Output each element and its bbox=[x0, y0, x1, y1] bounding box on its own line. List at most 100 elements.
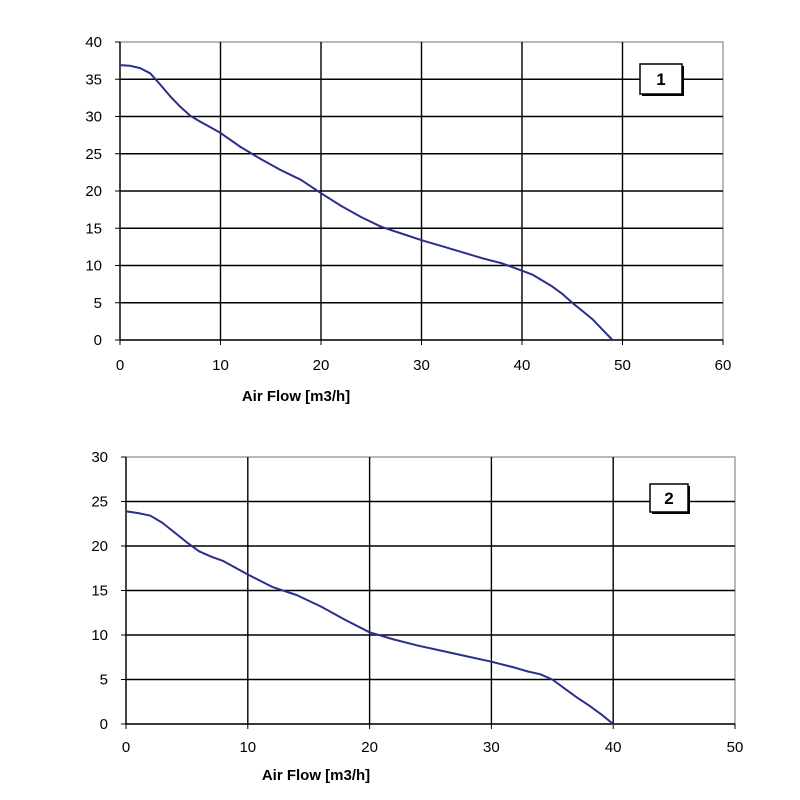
x-tick-label: 50 bbox=[614, 357, 631, 374]
y-tick-label: 20 bbox=[85, 183, 102, 200]
data-point bbox=[300, 178, 302, 181]
y-tick-label: 5 bbox=[94, 295, 102, 312]
y-tick-label: 15 bbox=[91, 583, 108, 600]
data-point bbox=[279, 169, 282, 172]
data-point bbox=[527, 670, 529, 673]
x-tick-label: 40 bbox=[514, 357, 531, 374]
data-point bbox=[239, 146, 242, 148]
y-tick-label: 35 bbox=[85, 71, 102, 88]
data-point bbox=[129, 64, 132, 67]
data-point bbox=[198, 550, 201, 553]
data-point bbox=[587, 704, 590, 707]
data-point bbox=[561, 292, 564, 295]
data-point bbox=[514, 667, 517, 669]
x-tick-label: 60 bbox=[715, 357, 732, 374]
data-point bbox=[600, 713, 602, 716]
data-point bbox=[119, 64, 121, 66]
data-point bbox=[551, 678, 554, 681]
y-tick-label: 25 bbox=[91, 494, 108, 511]
pressure-flow-chart-2: 0 5 10 15 20 25 30 0 10 20 30 40 50 Air Flow [m3/h] 2 bbox=[91, 449, 743, 784]
y-tick-label: 20 bbox=[91, 538, 108, 555]
data-point bbox=[360, 216, 363, 219]
data-point bbox=[139, 67, 142, 69]
data-point bbox=[460, 251, 463, 254]
pressure-flow-chart-1: 0 5 10 15 20 25 30 35 40 0 10 20 30 40 50 60 Air Flow [m… bbox=[85, 34, 731, 405]
data-point bbox=[149, 514, 152, 517]
data-point bbox=[501, 262, 503, 265]
data-point bbox=[320, 605, 322, 608]
data-point bbox=[480, 257, 483, 259]
data-point bbox=[563, 687, 566, 690]
annotation-box bbox=[639, 63, 683, 95]
data-point bbox=[149, 72, 152, 75]
x-tick-label: 0 bbox=[122, 739, 130, 756]
data-point bbox=[591, 318, 594, 320]
x-axis-label: Air Flow [m3/h] bbox=[242, 388, 350, 405]
data-point bbox=[368, 631, 371, 634]
data-point bbox=[137, 512, 140, 514]
data-point bbox=[320, 192, 322, 195]
data-point bbox=[417, 644, 420, 647]
x-axis-label: Air Flow [m3/h] bbox=[262, 767, 370, 784]
data-point bbox=[440, 245, 443, 248]
data-point bbox=[420, 239, 423, 242]
data-point bbox=[271, 586, 274, 588]
data-point bbox=[490, 660, 493, 663]
data-point bbox=[199, 120, 202, 123]
data-point bbox=[125, 510, 127, 513]
x-tick-label: 10 bbox=[212, 357, 229, 374]
annotation-label: 1 bbox=[656, 70, 665, 89]
data-point bbox=[210, 555, 213, 558]
data-point bbox=[601, 328, 604, 331]
data-point bbox=[571, 301, 574, 304]
data-point bbox=[344, 619, 347, 621]
data-point bbox=[400, 232, 403, 235]
y-tick-label: 15 bbox=[85, 220, 102, 237]
data-point bbox=[575, 696, 578, 699]
data-point bbox=[521, 269, 523, 272]
data-point bbox=[612, 723, 615, 725]
data-point bbox=[611, 339, 614, 341]
data-point bbox=[219, 132, 222, 134]
x-tick-label: 50 bbox=[727, 739, 744, 756]
data-point bbox=[531, 273, 533, 276]
data-point bbox=[380, 225, 383, 228]
data-point bbox=[551, 285, 553, 288]
data-point bbox=[159, 83, 162, 86]
x-tick-label: 30 bbox=[483, 739, 500, 756]
data-point bbox=[179, 105, 182, 108]
data-point bbox=[441, 650, 444, 652]
data-point bbox=[259, 158, 262, 160]
y-tick-label: 0 bbox=[94, 332, 102, 349]
x-tick-label: 30 bbox=[413, 357, 430, 374]
x-tick-label: 10 bbox=[239, 739, 256, 756]
annotation-box bbox=[649, 483, 689, 513]
y-tick-label: 30 bbox=[85, 109, 102, 126]
data-point bbox=[340, 205, 342, 207]
data-point bbox=[581, 310, 584, 312]
y-tick-label: 30 bbox=[91, 449, 108, 466]
data-point bbox=[161, 522, 164, 524]
data-point bbox=[173, 531, 176, 534]
x-tick-label: 20 bbox=[361, 739, 378, 756]
annotation-label: 2 bbox=[664, 489, 673, 508]
data-point bbox=[541, 279, 543, 282]
x-tick-label: 40 bbox=[605, 739, 622, 756]
x-tick-label: 20 bbox=[313, 357, 330, 374]
data-point bbox=[393, 638, 395, 641]
pressure-curve bbox=[119, 64, 614, 341]
data-point bbox=[186, 541, 188, 544]
y-tick-label: 10 bbox=[91, 627, 108, 644]
y-tick-label: 40 bbox=[85, 34, 102, 51]
data-point bbox=[189, 114, 192, 117]
data-point bbox=[466, 655, 468, 658]
y-tick-label: 5 bbox=[100, 672, 108, 689]
y-tick-label: 25 bbox=[85, 146, 102, 163]
data-point bbox=[539, 673, 541, 676]
data-point bbox=[169, 95, 172, 98]
data-point bbox=[222, 560, 225, 562]
y-tick-label: 10 bbox=[85, 258, 102, 275]
data-point bbox=[295, 594, 298, 596]
y-tick-label: 0 bbox=[100, 716, 108, 733]
